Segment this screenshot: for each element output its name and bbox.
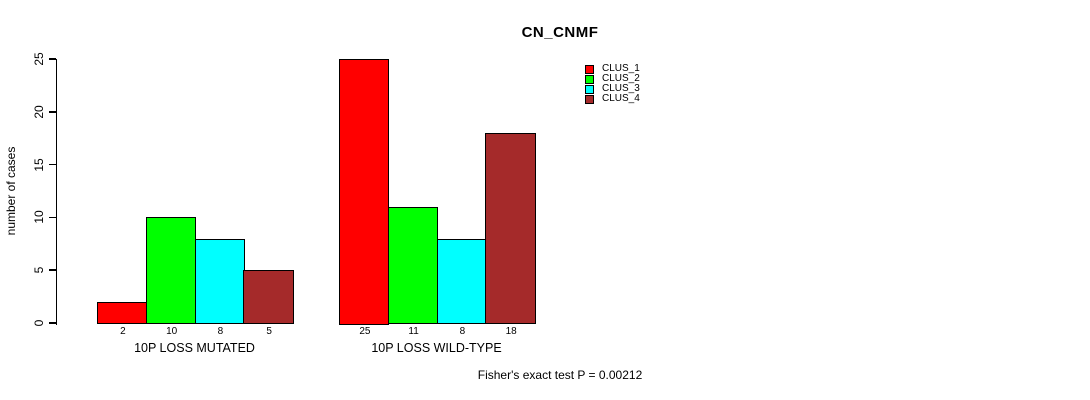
bar-clus_1-group1	[97, 301, 148, 325]
bar-value-label: 5	[266, 326, 272, 337]
bar-value-label: 18	[505, 326, 517, 337]
y-tick-label: 15	[32, 157, 46, 172]
y-tick-label: 10	[32, 210, 46, 225]
bar-value-label: 8	[459, 326, 466, 337]
y-tick-label: 25	[32, 52, 46, 66]
y-tick-label: 5	[32, 266, 46, 274]
y-tick-mark	[48, 163, 56, 166]
legend-label: CLUS_2	[602, 73, 640, 84]
y-axis-line	[55, 59, 57, 325]
y-tick-mark	[48, 216, 56, 219]
y-tick-mark	[48, 322, 56, 324]
y-tick-label: 0	[32, 319, 46, 327]
y-tick-label: 20	[32, 105, 46, 119]
legend-label: CLUS_3	[602, 83, 640, 94]
bar-value-label: 10	[166, 326, 178, 337]
legend-item-clus_1: CLUS_1	[585, 64, 640, 74]
x-group-label: 10P LOSS WILD-TYPE	[371, 341, 502, 355]
bar-value-label: 25	[359, 326, 371, 337]
bar-clus_4-group1	[243, 270, 294, 325]
bar-clus_3-group2	[436, 238, 487, 325]
bar-clus_2-group2	[387, 206, 438, 325]
bar-clus_1-group2	[339, 59, 390, 325]
bar-clus_2-group1	[145, 217, 196, 325]
legend-swatch-icon	[585, 64, 594, 74]
legend: CLUS_1 CLUS_2 CLUS_3 CLUS_4	[585, 64, 640, 104]
legend-swatch-icon	[585, 84, 594, 94]
annotation-text: Fisher's exact test P = 0.00212	[477, 368, 643, 382]
legend-item-clus_3: CLUS_3	[585, 84, 640, 94]
legend-label: CLUS_4	[602, 93, 640, 104]
legend-label: CLUS_1	[602, 63, 640, 74]
bar-value-label: 11	[408, 326, 419, 337]
bar-value-label: 8	[217, 326, 224, 337]
y-tick-mark	[48, 111, 56, 113]
legend-item-clus_2: CLUS_2	[585, 74, 640, 84]
chart-title: CN_CNMF	[521, 24, 599, 41]
bar-value-label: 2	[120, 326, 126, 337]
y-tick-mark	[48, 269, 56, 271]
legend-swatch-icon	[585, 94, 594, 104]
legend-swatch-icon	[585, 74, 594, 84]
x-group-label: 10P LOSS MUTATED	[134, 341, 255, 355]
y-tick-mark	[48, 58, 56, 60]
y-axis-label: number of cases	[4, 146, 18, 236]
legend-item-clus_4: CLUS_4	[585, 94, 640, 104]
bar-clus_4-group2	[485, 132, 536, 325]
bar-clus_3-group1	[194, 238, 245, 325]
